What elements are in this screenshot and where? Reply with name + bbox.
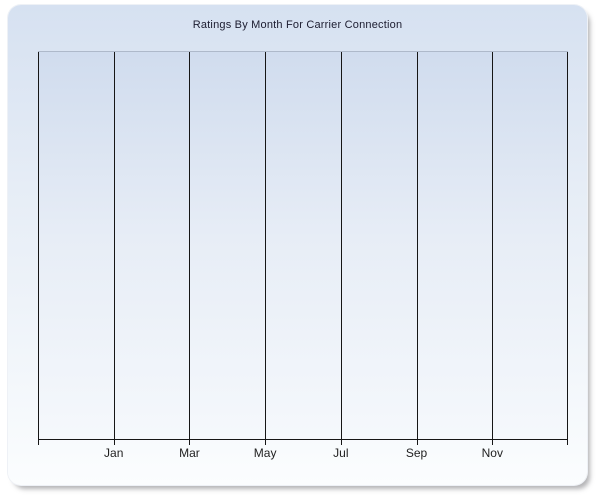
vertical-gridline	[492, 52, 494, 445]
x-tick-label: Sep	[405, 446, 428, 460]
vertical-gridline	[567, 52, 568, 445]
x-tick-label: Jan	[104, 446, 124, 460]
chart-title: Ratings By Month For Carrier Connection	[192, 19, 403, 31]
x-tick-label: Jul	[333, 446, 349, 460]
vertical-gridline	[189, 52, 191, 445]
vertical-gridline	[113, 52, 115, 445]
x-tick-label: Nov	[481, 446, 503, 460]
vertical-gridline	[38, 52, 39, 445]
vertical-gridline	[416, 52, 418, 445]
plot-area	[38, 51, 568, 445]
chart-panel: Ratings By Month For Carrier Connection …	[8, 5, 587, 485]
x-tick-label: Mar	[179, 446, 200, 460]
vertical-gridline	[265, 52, 267, 445]
x-axis-labels: Jan Mar May Jul Sep Nov	[38, 446, 568, 462]
vertical-gridline	[340, 52, 342, 445]
x-tick-label: May	[253, 446, 277, 460]
